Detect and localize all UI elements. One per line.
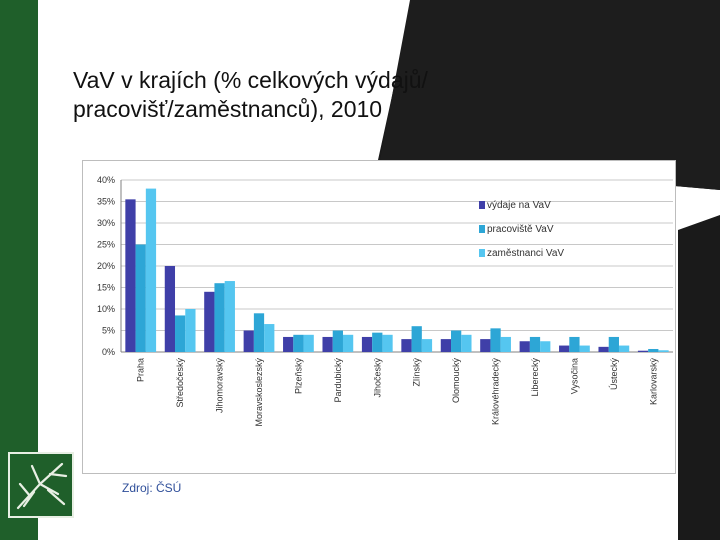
bar-1 bbox=[519, 341, 530, 352]
bar-1 bbox=[322, 336, 333, 352]
x-tick-label: Pardubický bbox=[333, 358, 343, 403]
bar-1 bbox=[637, 350, 649, 352]
bar-3 bbox=[145, 188, 157, 352]
y-tick-label: 30% bbox=[97, 218, 115, 228]
bar-3 bbox=[658, 350, 669, 352]
bar-1 bbox=[559, 345, 570, 352]
bar-2 bbox=[293, 334, 304, 352]
bar-1 bbox=[598, 346, 609, 352]
x-tick-label: Zlínský bbox=[412, 358, 422, 387]
slide-title: VaV v krajích (% celkových výdajů/ praco… bbox=[73, 66, 593, 124]
x-tick-label: Vysočina bbox=[569, 358, 579, 394]
x-tick-label: Jihočeský bbox=[372, 358, 382, 398]
bar-3 bbox=[382, 334, 393, 352]
bar-3 bbox=[618, 345, 630, 352]
y-tick-label: 40% bbox=[97, 175, 115, 185]
legend-entry: zaměstnanci VaV bbox=[487, 248, 564, 259]
bar-2 bbox=[135, 244, 146, 352]
bar-2 bbox=[648, 348, 659, 352]
bar-2 bbox=[569, 336, 580, 352]
bar-3 bbox=[264, 324, 275, 352]
green-side-band bbox=[0, 0, 38, 540]
y-tick-label: 25% bbox=[97, 240, 115, 250]
y-tick-label: 20% bbox=[97, 261, 115, 271]
bar-3 bbox=[461, 334, 472, 352]
x-tick-label: Liberecký bbox=[530, 358, 540, 397]
bar-1 bbox=[401, 339, 412, 352]
bar-1 bbox=[164, 266, 176, 352]
x-tick-label: Jihomoravský bbox=[215, 358, 225, 414]
x-tick-label: Olomoucký bbox=[451, 358, 461, 404]
legend-swatch bbox=[479, 225, 485, 233]
legend-entry: pracoviště VaV bbox=[487, 224, 554, 235]
legend-entry: výdaje na VaV bbox=[487, 200, 551, 211]
tree-logo-icon bbox=[8, 452, 74, 518]
chart-container: 0% 5% 10% 15% 20% 25% 30% 35% 40% Praha Středočesk… bbox=[82, 160, 676, 474]
bar-1 bbox=[204, 291, 215, 352]
bar-3 bbox=[579, 345, 590, 352]
bar-2 bbox=[332, 330, 343, 352]
bar-2 bbox=[451, 330, 462, 352]
bar-2 bbox=[372, 332, 383, 352]
bar-1 bbox=[283, 336, 294, 352]
x-tick-label: Plzeňský bbox=[293, 358, 303, 395]
source-note: Zdroj: ČSÚ bbox=[122, 481, 182, 495]
x-tick-label: Karlovarský bbox=[648, 358, 658, 406]
bar-1 bbox=[361, 336, 373, 352]
y-tick-label: 15% bbox=[97, 283, 115, 293]
x-tick-label: Moravskoslezský bbox=[254, 358, 264, 427]
bar-1 bbox=[243, 330, 254, 352]
bar-1 bbox=[440, 339, 452, 352]
bar-2 bbox=[214, 283, 225, 352]
bar-3 bbox=[500, 336, 511, 352]
bar-2 bbox=[175, 315, 186, 352]
x-tick-label: Ústecký bbox=[609, 358, 619, 391]
bar-3 bbox=[342, 334, 354, 352]
bar-2 bbox=[253, 313, 265, 352]
bar-2 bbox=[608, 336, 619, 352]
bar-1 bbox=[480, 339, 491, 352]
bar-3 bbox=[185, 309, 196, 352]
bar-2 bbox=[490, 328, 501, 352]
bar-3 bbox=[224, 281, 235, 352]
y-tick-label: 10% bbox=[97, 304, 115, 314]
bar-1 bbox=[125, 199, 136, 352]
bar-3 bbox=[303, 334, 314, 352]
bar-3 bbox=[421, 339, 433, 352]
legend-swatch bbox=[479, 201, 485, 209]
legend-swatch bbox=[479, 249, 485, 257]
slide-title-line-1: VaV v krajích (% celkových výdajů/ bbox=[73, 67, 428, 93]
y-tick-label: 0% bbox=[102, 347, 115, 357]
x-tick-label: Středočeský bbox=[175, 358, 185, 408]
bar-chart: 0% 5% 10% 15% 20% 25% 30% 35% 40% Praha Středočesk… bbox=[97, 175, 673, 427]
y-tick-label: 5% bbox=[102, 326, 115, 336]
slide-title-line-2: pracovišť/zaměstnanců), 2010 bbox=[73, 96, 383, 122]
bar-2 bbox=[411, 326, 422, 352]
decorative-dark-wedge bbox=[380, 0, 720, 190]
bar-2 bbox=[529, 336, 541, 352]
y-tick-label: 35% bbox=[97, 197, 115, 207]
bar-3 bbox=[540, 341, 551, 352]
x-tick-label: Praha bbox=[136, 358, 146, 382]
x-tick-label: Královéhradecký bbox=[491, 358, 501, 426]
